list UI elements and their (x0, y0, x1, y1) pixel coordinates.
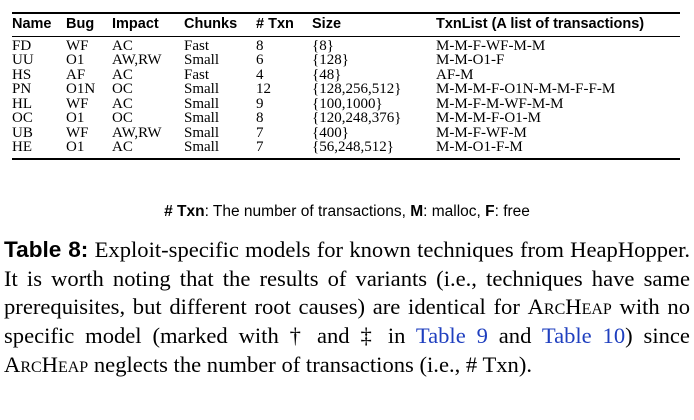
table-cell: M-M-M-F-O1N-M-M-F-F-M (436, 81, 616, 97)
table-cell: UB (12, 124, 33, 141)
table-cell: {8} (312, 37, 334, 54)
caption-text: and (487, 323, 542, 349)
table-cell: {128,256,512} (312, 81, 402, 97)
table-cell: AC (112, 37, 133, 54)
footnote-text: : malloc, (423, 203, 486, 220)
table-cell: Fast (184, 37, 210, 54)
table-cell: 4 (256, 66, 264, 83)
table-10-link[interactable]: Table 10 (541, 323, 626, 349)
table-cell: WF (66, 95, 89, 112)
table-cell: 7 (256, 124, 264, 141)
caption-text: ) since (625, 323, 690, 349)
table-cell: M-M-F-WF-M-M (436, 37, 546, 54)
table-cell: Small (184, 52, 220, 68)
table-cell: {56,248,512} (312, 139, 394, 155)
table-row: HS AF AC Fast 4 {48} AF-M (12, 66, 680, 83)
column-header: TxnList (A list of transactions) (436, 16, 645, 32)
archeap-name: ArcHeap (4, 351, 89, 377)
table-cell: 12 (256, 81, 271, 97)
footnote-text: : free (494, 203, 530, 220)
table-cell: 9 (256, 95, 264, 112)
table-cell: AF-M (436, 66, 474, 83)
footnote-text: : The number of transactions, (204, 203, 411, 220)
table-cell: PN (12, 81, 32, 97)
column-header: Chunks (184, 16, 238, 32)
table-cell: AW,RW (112, 52, 162, 68)
table-cell: WF (66, 37, 89, 54)
column-header: Bug (66, 16, 95, 32)
table-cell: 8 (256, 37, 264, 54)
table-cell: O1 (66, 139, 85, 155)
table-cell: {100,1000} (312, 95, 383, 112)
footnote-key: M (410, 203, 424, 220)
column-header: Impact (112, 16, 159, 32)
caption-text: neglects the number of transactions (i.e… (88, 351, 533, 377)
table-cell: 6 (256, 52, 264, 68)
table-row: PN O1N OC Small 12 {128,256,512} M-M-M-F-O1N-M… (12, 82, 680, 97)
table-row: UU O1 AW,RW Small 6 {128} M-M-O1-F (12, 53, 680, 68)
table-cell: Small (184, 110, 220, 126)
table-cell: M-M-O1-F (436, 52, 505, 68)
table-cell: AC (112, 139, 133, 155)
table-cell: AW,RW (112, 124, 162, 141)
table-cell: OC (112, 81, 133, 97)
table-cell: Fast (184, 66, 210, 83)
table-cell: Small (184, 139, 220, 155)
archeap-name: ArcHeap (527, 294, 612, 320)
exploit-models-table: Name Bug Impact Chunks # Txn Size TxnLis… (12, 12, 680, 160)
table-cell: AC (112, 66, 133, 83)
table-cell: M-M-F-WF-M (436, 124, 527, 141)
table-cell: Small (184, 124, 220, 141)
table-cell: Small (184, 81, 220, 97)
footnote-key: # Txn (164, 203, 205, 220)
table-cell: O1 (66, 52, 85, 68)
table-cell: FD (12, 37, 32, 54)
column-header: Size (312, 16, 342, 32)
table-cell: M-M-O1-F-M (436, 139, 523, 155)
table-cell: AF (66, 66, 86, 83)
caption-text: with no specific model (marked with † an… (4, 294, 690, 349)
footnote-key: F (485, 203, 495, 220)
table-cell: O1N (66, 81, 96, 97)
caption-label: Table 8: (4, 237, 89, 262)
table-cell: OC (12, 110, 33, 126)
table-cell: HS (12, 66, 32, 83)
table-cell: Small (184, 95, 220, 112)
table-cell: {120,248,376} (312, 110, 402, 126)
table-cell: HL (12, 95, 32, 112)
table-header-row: Name Bug Impact Chunks # Txn Size TxnLis… (12, 13, 680, 36)
table-9-link[interactable]: Table 9 (415, 323, 488, 349)
table-cell: OC (112, 110, 133, 126)
table-cell: M-M-F-M-WF-M-M (436, 95, 564, 112)
caption-text: Exploit-specific models for known techni… (4, 237, 690, 320)
table-row: FD WF AC Fast 8 {8} M-M-F-WF-M-M (12, 36, 680, 53)
table-cell: O1 (66, 110, 85, 126)
table-cell: WF (66, 124, 89, 141)
table-caption: Table 8: Exploit-specific models for kno… (4, 236, 690, 380)
table-row: HL WF AC Small 9 {100,1000} M-M-F-M-WF-M-M (12, 95, 680, 112)
table-row: HE O1 AC Small 7 {56,248,512} M-M-O1-F-M (12, 140, 680, 159)
table-cell: 8 (256, 110, 264, 126)
table-row: UB WF AW,RW Small 7 {400} M-M-F-WF-M (12, 124, 680, 141)
table-cell: AC (112, 95, 133, 112)
column-header: # Txn (256, 16, 294, 32)
column-header: Name (12, 16, 52, 32)
table-cell: UU (12, 52, 34, 68)
table-cell: {400} (312, 124, 349, 141)
table-row: OC O1 OC Small 8 {120,248,376} M-M-M-F-O1-M (12, 111, 680, 126)
table-cell: {128} (312, 52, 349, 68)
table-cell: {48} (312, 66, 342, 83)
table-cell: M-M-M-F-O1-M (436, 110, 541, 126)
table-footnote: # Txn: The number of transactions, M: ma… (0, 203, 694, 221)
table-cell: 7 (256, 139, 264, 155)
table-cell: HE (12, 139, 32, 155)
